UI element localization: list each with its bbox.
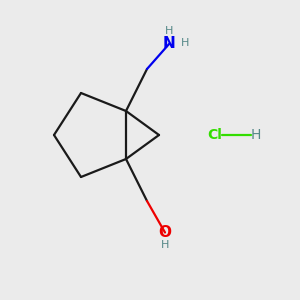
Text: O: O	[158, 225, 172, 240]
Text: Cl: Cl	[207, 128, 222, 142]
Text: N: N	[163, 36, 176, 51]
Text: H: H	[165, 26, 174, 36]
Text: H: H	[161, 240, 169, 250]
Text: H: H	[181, 38, 189, 49]
Text: H: H	[250, 128, 261, 142]
